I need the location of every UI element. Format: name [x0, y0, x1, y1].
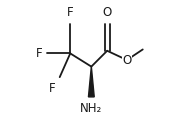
Polygon shape: [89, 67, 94, 97]
Text: F: F: [67, 6, 74, 19]
Text: F: F: [49, 82, 56, 95]
Text: O: O: [122, 54, 132, 66]
Text: F: F: [36, 47, 43, 60]
Text: O: O: [102, 6, 112, 19]
Text: NH₂: NH₂: [80, 102, 102, 115]
